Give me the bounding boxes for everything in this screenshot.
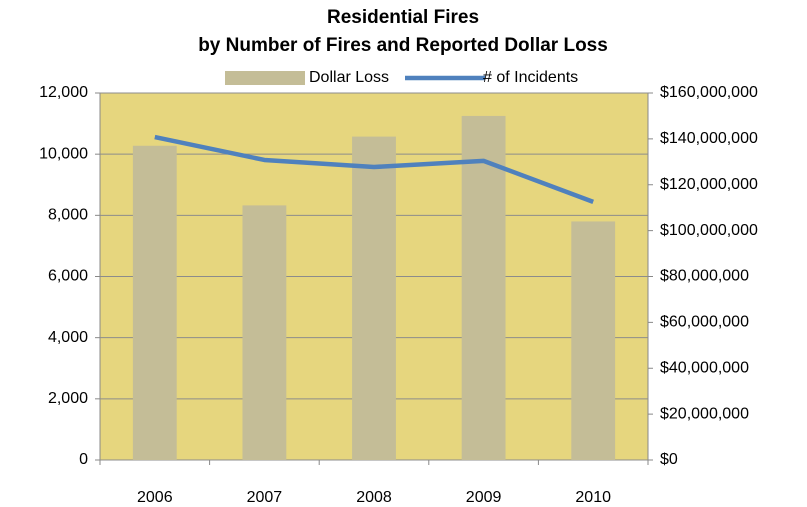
y2-tick-label: $100,000,000 xyxy=(660,222,758,239)
y-tick-label: 0 xyxy=(79,451,88,468)
y-tick-label: 2,000 xyxy=(48,390,88,407)
bar xyxy=(242,205,287,460)
y2-tick-label: $20,000,000 xyxy=(660,405,749,422)
bar xyxy=(132,145,177,460)
y-tick-label: 4,000 xyxy=(48,329,88,346)
y2-tick-label: $120,000,000 xyxy=(660,176,758,193)
chart-subtitle: by Number of Fires and Reported Dollar L… xyxy=(198,35,608,56)
legend-label: # of Incidents xyxy=(483,69,578,86)
legend-label: Dollar Loss xyxy=(309,69,389,86)
y2-tick-label: $160,000,000 xyxy=(660,84,758,101)
y2-tick-label: $0 xyxy=(660,451,678,468)
legend-swatch xyxy=(225,71,305,85)
y2-tick-label: $60,000,000 xyxy=(660,314,749,331)
y-tick-label: 12,000 xyxy=(39,84,88,101)
y-tick-label: 10,000 xyxy=(39,145,88,162)
bar xyxy=(461,115,506,460)
bar xyxy=(352,136,396,461)
line xyxy=(154,134,594,204)
chart-title: Residential Fires xyxy=(327,7,479,28)
x-tick-label: 2009 xyxy=(466,489,502,506)
x-tick-label: 2006 xyxy=(137,489,173,506)
x-tick-label: 2010 xyxy=(575,489,611,506)
x-tick-label: 2007 xyxy=(247,489,283,506)
y-tick-label: 6,000 xyxy=(48,268,88,285)
bar xyxy=(571,221,616,460)
x-tick-label: 2008 xyxy=(356,489,392,506)
y2-tick-label: $40,000,000 xyxy=(660,359,749,376)
y2-tick-label: $80,000,000 xyxy=(660,268,749,285)
y2-tick-label: $140,000,000 xyxy=(660,130,758,147)
y-tick-label: 8,000 xyxy=(48,207,88,224)
